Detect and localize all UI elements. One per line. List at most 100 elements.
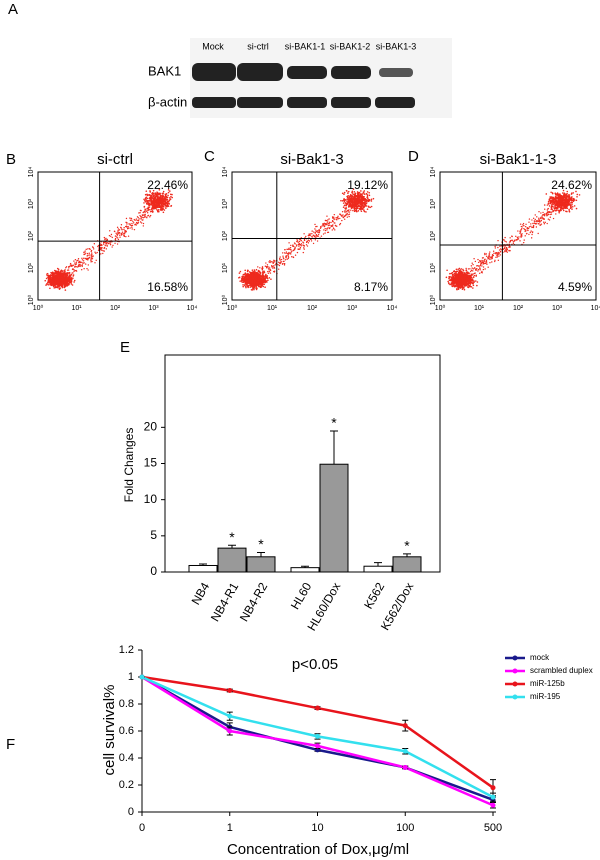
dot: [360, 208, 362, 210]
dot: [158, 202, 161, 205]
dot: [327, 227, 329, 229]
dot: [102, 252, 104, 255]
dot: [166, 205, 169, 208]
dot: [346, 203, 348, 206]
dot: [341, 215, 343, 217]
dot: [56, 274, 59, 276]
dot: [355, 201, 358, 204]
dot: [131, 226, 133, 228]
dot: [570, 201, 573, 204]
dot: [270, 278, 272, 280]
dot: [269, 260, 271, 262]
dot: [453, 270, 456, 272]
dot: [118, 229, 121, 231]
dot: [259, 271, 262, 274]
dot: [156, 206, 159, 209]
dot: [453, 282, 455, 285]
dot: [316, 240, 319, 242]
dot: [57, 285, 60, 287]
dot: [109, 244, 112, 246]
dot: [462, 281, 465, 284]
dot: [294, 247, 297, 249]
dot: [339, 222, 342, 225]
dot: [146, 217, 148, 219]
dot: [355, 207, 358, 210]
dot: [165, 196, 168, 198]
dot: [274, 260, 276, 262]
dot: [152, 204, 155, 207]
dot: [140, 222, 143, 224]
dot: [262, 272, 264, 274]
dot: [245, 286, 247, 289]
dot: [107, 242, 110, 245]
dot: [287, 255, 290, 257]
dot: [99, 243, 102, 245]
dot: [352, 207, 354, 209]
dot: [300, 243, 303, 245]
dot: [578, 194, 581, 196]
dot: [284, 249, 286, 251]
dot: [287, 252, 290, 255]
dot: [142, 222, 145, 225]
dot: [283, 258, 285, 260]
dot: [78, 265, 80, 267]
dot: [70, 274, 72, 277]
dot: [326, 227, 328, 230]
dot: [547, 200, 550, 203]
dot: [163, 202, 165, 205]
dot: [242, 279, 245, 281]
dot: [104, 244, 106, 247]
dot: [482, 268, 485, 271]
dot: [58, 288, 61, 290]
dot: [47, 280, 50, 282]
dot: [458, 276, 460, 278]
dot: [571, 208, 573, 210]
dot: [84, 250, 86, 252]
dot: [351, 194, 353, 197]
dot: [143, 202, 145, 204]
dot: [451, 285, 453, 287]
dot: [148, 206, 151, 208]
dot: [517, 230, 519, 232]
dot: [60, 278, 62, 281]
dot: [324, 232, 326, 234]
dot: [552, 196, 554, 199]
dot: [162, 211, 165, 214]
dot: [348, 199, 351, 201]
dot: [286, 258, 288, 260]
dot: [456, 273, 459, 276]
dot: [77, 266, 79, 268]
dot: [88, 248, 91, 250]
dot: [247, 284, 250, 287]
dot: [333, 217, 335, 220]
dot: [132, 222, 135, 224]
dot: [576, 193, 579, 196]
dot: [170, 195, 172, 198]
dot: [295, 245, 298, 247]
dot: [463, 288, 466, 291]
dot: [564, 193, 566, 195]
dot: [575, 207, 578, 210]
dot: [357, 192, 360, 194]
dot: [331, 225, 334, 227]
dot: [345, 211, 348, 213]
dot: [91, 257, 94, 260]
dot: [463, 279, 466, 281]
dot: [83, 262, 85, 264]
dot: [94, 251, 96, 253]
dot: [116, 236, 118, 238]
dot: [269, 272, 272, 274]
dot: [345, 204, 347, 207]
dot: [161, 192, 164, 195]
dot: [62, 283, 64, 286]
lane-label: si-BAK1-3: [376, 41, 417, 51]
dot: [70, 283, 73, 285]
dot: [152, 208, 154, 210]
dot: [309, 233, 312, 235]
dot: [311, 233, 313, 235]
dot: [247, 282, 250, 284]
dot: [328, 224, 331, 226]
dot: [265, 262, 267, 264]
dot: [245, 280, 248, 282]
dot: [54, 272, 57, 275]
